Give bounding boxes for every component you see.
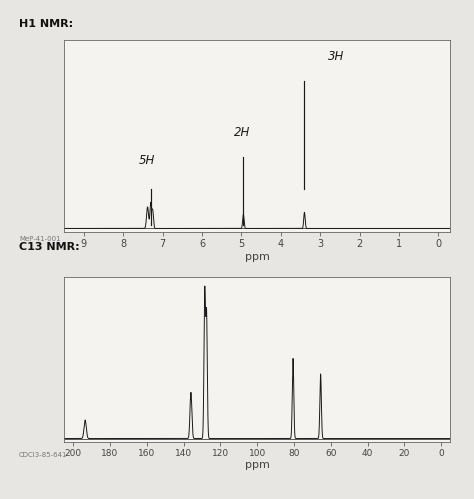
Text: H1 NMR:: H1 NMR: <box>19 19 73 29</box>
Text: 3H: 3H <box>328 50 345 63</box>
X-axis label: ppm: ppm <box>245 461 270 471</box>
X-axis label: ppm: ppm <box>245 252 270 262</box>
Text: C13 NMR:: C13 NMR: <box>19 242 80 251</box>
Text: 2H: 2H <box>234 126 250 139</box>
Text: 5H: 5H <box>139 154 155 167</box>
Text: MeP-41-001: MeP-41-001 <box>19 236 61 242</box>
Text: CDCl3-85-641: CDCl3-85-641 <box>19 452 67 458</box>
